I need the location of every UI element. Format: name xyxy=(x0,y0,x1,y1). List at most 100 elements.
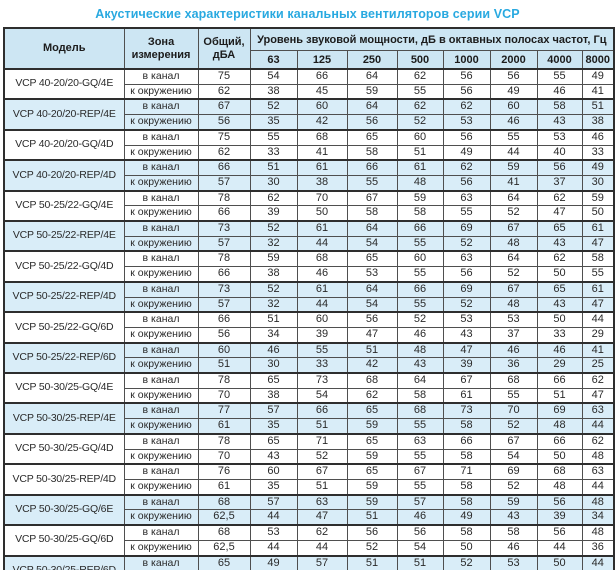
value-cell: 36 xyxy=(489,357,538,374)
zone-cell: к окружению xyxy=(123,509,199,526)
value-cell: 62 xyxy=(536,189,583,207)
total-dba-cell: 68 xyxy=(197,493,251,511)
total-dba-cell: 73 xyxy=(197,280,251,298)
value-cell: 39 xyxy=(296,326,348,344)
total-dba-cell: 57 xyxy=(197,235,251,252)
value-cell: 56 xyxy=(396,524,444,541)
value-cell: 57 xyxy=(296,554,348,570)
total-dba-cell: 62 xyxy=(197,144,251,161)
value-cell: 49 xyxy=(581,159,615,176)
zone-cell: в канал xyxy=(123,280,199,298)
value-cell: 46 xyxy=(536,83,583,100)
value-cell: 62 xyxy=(442,98,491,116)
total-dba-cell: 57 xyxy=(197,296,251,313)
zone-cell: к окружению xyxy=(123,357,199,374)
zone-cell: в канал xyxy=(123,493,199,511)
value-cell: 57 xyxy=(249,493,298,511)
total-dba-cell: 78 xyxy=(197,250,251,268)
value-cell: 53 xyxy=(489,554,538,570)
value-cell: 33 xyxy=(581,144,615,161)
value-cell: 73 xyxy=(296,372,348,389)
value-cell: 65 xyxy=(346,128,398,146)
value-cell: 62 xyxy=(249,189,298,207)
model-cell: VCP 50-30/25-REP/4E xyxy=(3,402,125,435)
value-cell: 64 xyxy=(346,280,398,298)
value-cell: 56 xyxy=(346,311,398,328)
value-cell: 51 xyxy=(346,509,398,526)
value-cell: 41 xyxy=(489,174,538,192)
value-cell: 47 xyxy=(442,341,491,359)
value-cell: 51 xyxy=(396,554,444,570)
value-cell: 55 xyxy=(581,266,615,283)
total-dba-cell: 62,5 xyxy=(197,539,251,557)
value-cell: 43 xyxy=(396,357,444,374)
model-cell: VCP 50-25/22-REP/6D xyxy=(3,341,125,374)
value-cell: 61 xyxy=(442,387,491,404)
value-cell: 52 xyxy=(296,448,348,465)
value-cell: 39 xyxy=(249,205,298,222)
model-cell: VCP 50-30/25-GQ/6E xyxy=(3,493,125,526)
table-row: VCP 40-20/20-GQ/4E в канал 75 54 66 64 62 56 56 5… xyxy=(3,67,615,100)
value-cell: 68 xyxy=(346,372,398,389)
value-cell: 64 xyxy=(489,189,538,207)
value-cell: 53 xyxy=(536,128,583,146)
value-cell: 49 xyxy=(489,83,538,100)
value-cell: 41 xyxy=(581,341,615,359)
col-header-freq-125: 125 xyxy=(296,50,348,70)
value-cell: 52 xyxy=(489,478,538,496)
value-cell: 49 xyxy=(581,67,615,85)
value-cell: 51 xyxy=(346,554,398,570)
value-cell: 49 xyxy=(442,144,491,161)
value-cell: 49 xyxy=(249,554,298,570)
total-dba-cell: 66 xyxy=(197,266,251,283)
value-cell: 60 xyxy=(489,98,538,116)
value-cell: 43 xyxy=(536,296,583,313)
model-cell: VCP 50-25/22-REP/4E xyxy=(3,220,125,252)
table-row: к окружению 62,5 44 47 51 46 49 43 39 34 xyxy=(4,509,615,526)
value-cell: 54 xyxy=(489,448,538,465)
value-cell: 46 xyxy=(489,114,538,131)
value-cell: 38 xyxy=(249,83,298,100)
value-cell: 35 xyxy=(249,114,298,131)
value-cell: 66 xyxy=(536,432,583,450)
value-cell: 71 xyxy=(442,463,491,480)
value-cell: 32 xyxy=(249,296,298,313)
value-cell: 55 xyxy=(396,235,444,252)
value-cell: 41 xyxy=(296,144,348,161)
value-cell: 33 xyxy=(536,326,583,344)
value-cell: 65 xyxy=(536,280,583,298)
table-row: VCP 50-25/22-REP/4D в канал 73 52 61 64 66 69 67… xyxy=(3,280,615,313)
table-row: VCP 40-20/20-REP/4D в канал 66 51 61 66 61 62 59… xyxy=(3,159,615,192)
value-cell: 51 xyxy=(249,159,298,176)
table-row: VCP 50-30/25-GQ/6D в канал 68 53 62 56 56 58 58 5… xyxy=(3,524,615,557)
value-cell: 62 xyxy=(396,67,444,85)
value-cell: 68 xyxy=(296,250,348,268)
zone-cell: к окружению xyxy=(123,326,199,344)
total-dba-cell: 62,5 xyxy=(197,509,251,526)
value-cell: 37 xyxy=(536,174,583,192)
value-cell: 67 xyxy=(442,372,491,389)
value-cell: 48 xyxy=(396,174,444,192)
model-cell: VCP 40-20/20-GQ/4E xyxy=(3,67,125,100)
value-cell: 36 xyxy=(581,539,615,557)
zone-cell: в канал xyxy=(123,311,199,328)
value-cell: 59 xyxy=(581,189,615,207)
value-cell: 63 xyxy=(581,463,615,480)
table-row: VCP 50-30/25-REP/4D в канал 76 60 67 65 67 71 69… xyxy=(3,463,615,496)
value-cell: 52 xyxy=(489,418,538,435)
table-row: VCP 50-25/22-GQ/4D в канал 78 59 68 65 60 63 64 6… xyxy=(3,250,615,283)
value-cell: 43 xyxy=(489,509,538,526)
value-cell: 55 xyxy=(536,67,583,85)
value-cell: 55 xyxy=(296,341,348,359)
value-cell: 55 xyxy=(346,174,398,192)
value-cell: 46 xyxy=(489,341,538,359)
value-cell: 43 xyxy=(536,235,583,252)
zone-cell: в канал xyxy=(123,67,199,85)
value-cell: 54 xyxy=(346,296,398,313)
value-cell: 59 xyxy=(489,159,538,176)
zone-cell: в канал xyxy=(123,341,199,359)
table-row: VCP 50-25/22-GQ/4E в канал 78 62 70 67 59 63 64 6… xyxy=(3,189,615,222)
value-cell: 58 xyxy=(442,524,491,541)
value-cell: 50 xyxy=(536,554,583,570)
value-cell: 52 xyxy=(249,98,298,116)
